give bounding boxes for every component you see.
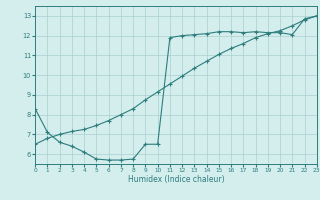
X-axis label: Humidex (Indice chaleur): Humidex (Indice chaleur) bbox=[128, 175, 224, 184]
